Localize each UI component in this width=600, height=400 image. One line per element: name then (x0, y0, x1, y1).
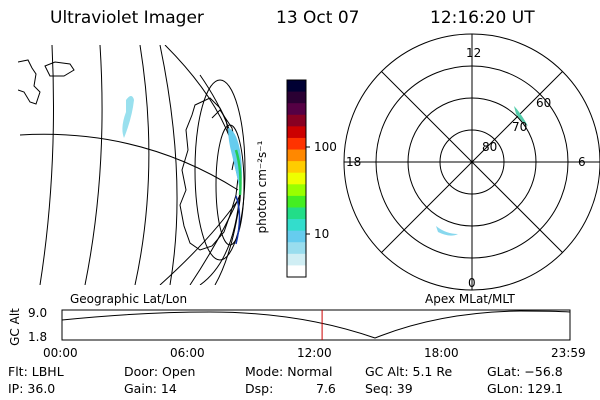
x-tick-2359: 23:59 (551, 346, 586, 360)
color-bar-segment (287, 114, 306, 127)
meridian-line (39, 45, 54, 285)
mlt-label-18: 18 (346, 155, 362, 169)
x-tick-1200: 12:00 (297, 346, 332, 360)
color-bar-segment (287, 126, 306, 139)
orbit-right-title: Apex MLat/MLT (425, 292, 515, 306)
info-gain: Gain: 14 (124, 381, 177, 396)
colorbar-unit-label: photon cm⁻²s⁻¹ (255, 140, 269, 234)
info-seq: Seq: 39 (365, 381, 413, 396)
mlt-label-6: 6 (578, 155, 586, 169)
color-bar-segment (287, 219, 306, 232)
colorbar-tick-10: 10 (314, 227, 330, 241)
x-tick-1800: 18:00 (424, 346, 459, 360)
color-bar-segment (287, 91, 306, 104)
color-bar-segment (287, 80, 306, 93)
color-bar-segment (287, 195, 306, 208)
orbit-y-tick-max: 9.0 (28, 306, 48, 320)
orbit-left-title: Geographic Lat/Lon (70, 292, 188, 306)
color-bar-segment (287, 172, 306, 185)
continent-outline (179, 97, 239, 251)
meridian-line (84, 45, 103, 285)
color-bar-segment (287, 230, 306, 243)
info-glat: GLat: −56.8 (487, 364, 563, 379)
time-label: 12:16:20 UT (430, 8, 535, 28)
lat-label-80: 80 (482, 140, 498, 154)
color-bar (286, 79, 310, 278)
geographic-map (18, 45, 246, 285)
coastline (44, 61, 75, 77)
date-label: 13 Oct 07 (276, 8, 360, 28)
coastline (18, 59, 41, 105)
color-bar-segment (287, 103, 306, 116)
color-bar-segment (287, 161, 306, 174)
color-bar-segment (287, 242, 306, 255)
color-bar-segment (287, 137, 306, 151)
info-dsp-label: Dsp: (245, 381, 274, 396)
x-tick-0600: 06:00 (170, 346, 205, 360)
meridian-line (159, 45, 178, 285)
diagonal-line (381, 71, 563, 253)
instrument-title: Ultraviolet Imager (50, 8, 204, 28)
orbit-y-tick-min: 1.8 (28, 330, 48, 344)
info-ip: IP: 36.0 (8, 381, 56, 396)
color-bar-frame (286, 79, 307, 278)
lat-label-60: 60 (536, 96, 552, 110)
info-mode: Mode: Normal (245, 364, 333, 379)
aurora-emission (436, 226, 458, 236)
color-bar-segment (287, 253, 306, 266)
info-glon: GLon: 129.1 (487, 381, 563, 396)
x-tick-0000: 00:00 (43, 346, 78, 360)
color-bar-segment (287, 207, 306, 220)
aurora-emission (122, 96, 134, 138)
mlt-label-12: 12 (466, 46, 482, 60)
aurora-edge (235, 195, 241, 245)
meridian-line (134, 45, 150, 285)
info-dsp-value: 7.6 (316, 381, 336, 396)
info-door: Door: Open (124, 364, 196, 379)
orbit-y-label: GC Alt (7, 308, 22, 346)
color-bar-segment (287, 184, 306, 197)
aurora-emission (228, 128, 242, 190)
latitude-line (19, 133, 239, 191)
aurora-emission (514, 106, 528, 126)
info-gc-alt: GC Alt: 5.1 Re (365, 364, 453, 379)
polar-plot (343, 33, 600, 291)
latitude-ring (194, 79, 246, 261)
lat-label-70: 70 (512, 120, 528, 134)
color-bar-segment (287, 265, 306, 278)
colorbar-tick-100: 100 (314, 140, 337, 154)
mlt-label-0: 0 (468, 276, 476, 290)
aurora-peak (234, 149, 242, 196)
color-bar-segment (287, 149, 306, 162)
info-flt: Flt: LBHL (8, 364, 64, 379)
